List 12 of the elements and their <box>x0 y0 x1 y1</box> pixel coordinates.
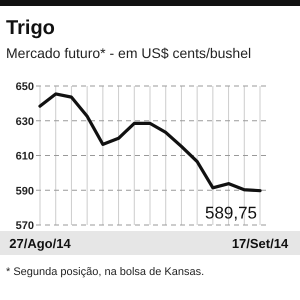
x-tick-label: 27/Ago/14 <box>9 236 72 251</box>
data-label: 589,75 <box>205 204 257 223</box>
line-series <box>38 92 262 192</box>
y-tick-label: 590 <box>16 185 34 198</box>
chart-subtitle: Mercado futuro* - em US$ cents/bushel <box>6 45 252 61</box>
y-tick-label: 570 <box>16 220 34 232</box>
y-tick-label: 650 <box>16 81 34 93</box>
chart-title: Trigo <box>6 17 55 39</box>
text: * Segunda posição, na bolsa de Kansas. <box>6 266 204 278</box>
x-tick-label: 17/Set/14 <box>232 236 289 251</box>
y-tick-label: 610 <box>16 150 34 162</box>
y-tick-label: 630 <box>16 116 34 128</box>
